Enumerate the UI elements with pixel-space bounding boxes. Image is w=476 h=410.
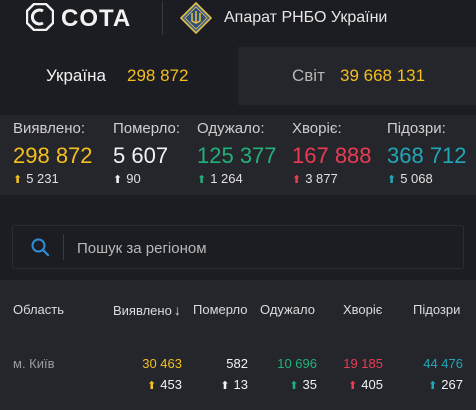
tab-world-label: Світ — [292, 66, 325, 85]
row-suspected-delta-value: 267 — [441, 377, 463, 392]
stat-label: Хворіє: — [292, 120, 342, 137]
col-header-deaths[interactable]: Померло — [193, 302, 248, 317]
stat-label: Одужало: — [197, 120, 265, 137]
arrow-up-icon: ⬆ — [387, 174, 397, 186]
col-header-region[interactable]: Область — [13, 302, 65, 317]
arrow-up-icon: ⬆ — [220, 380, 230, 392]
tab-world[interactable]: Світ 39 668 131 — [238, 47, 476, 105]
stat-delta-value: 5 068 — [400, 171, 433, 186]
col-header-recovered[interactable]: Одужало — [260, 302, 315, 317]
row-detected: 30 463 — [142, 356, 182, 371]
stats-panel: Виявлено: 298 872 ⬆ 5 231 Померло: 5 607 … — [0, 115, 476, 195]
stat-delta: ⬆ 90 — [113, 171, 141, 186]
stat-value: 5 607 — [113, 143, 169, 168]
stat-delta: ⬆ 3 877 — [292, 171, 338, 186]
brand-name[interactable]: COTA — [61, 5, 132, 32]
tab-ukraine-value: 298 872 — [127, 66, 189, 85]
row-recovered: 10 696 — [277, 356, 317, 371]
arrow-up-icon: ⬆ — [348, 380, 358, 392]
tab-ukraine[interactable]: Україна 298 872 — [0, 47, 238, 105]
row-detected-delta: ⬆ 453 — [147, 377, 182, 392]
stat-value: 125 377 — [197, 143, 277, 168]
stat-delta-value: 90 — [126, 171, 141, 186]
col-header-suspected[interactable]: Підозри — [413, 302, 461, 317]
stat-delta: ⬆ 5 068 — [387, 171, 433, 186]
stat-delta-value: 5 231 — [26, 171, 59, 186]
stat-label: Підозри: — [387, 120, 446, 137]
stat-label: Виявлено: — [13, 120, 86, 137]
stat-value: 368 712 — [387, 143, 467, 168]
org-name[interactable]: Апарат РНБО України — [224, 9, 388, 26]
region-search — [12, 225, 464, 269]
stat-value: 298 872 — [13, 143, 93, 168]
col-header-detected-label: Виявлено — [113, 303, 172, 318]
row-suspected-delta: ⬆ 267 — [428, 377, 463, 392]
stat-delta-value: 3 877 — [305, 171, 338, 186]
arrow-up-icon: ⬆ — [113, 174, 123, 186]
stat-label: Померло: — [113, 120, 181, 137]
row-recovered-delta: ⬆ 35 — [289, 377, 317, 392]
tab-world-value: 39 668 131 — [340, 66, 426, 85]
region-tabs: Україна 298 872 Світ 39 668 131 — [0, 47, 476, 105]
header-divider — [162, 1, 163, 35]
stat-delta-value: 1 264 — [210, 171, 243, 186]
rnbo-emblem-icon[interactable] — [180, 2, 212, 34]
search-divider — [63, 234, 64, 260]
row-region: м. Київ — [13, 356, 55, 371]
row-detected-delta-value: 453 — [160, 377, 182, 392]
cota-logo-icon[interactable] — [26, 3, 54, 31]
stat-delta: ⬆ 5 231 — [13, 171, 59, 186]
arrow-up-icon: ⬆ — [292, 174, 302, 186]
row-sick-delta: ⬆ 405 — [348, 377, 383, 392]
row-deaths: 582 — [226, 356, 248, 371]
row-deaths-delta: ⬆ 13 — [220, 377, 248, 392]
regions-table: Область Виявлено ↓ Померло Одужало Хворіє… — [0, 280, 476, 410]
arrow-up-icon: ⬆ — [147, 380, 157, 392]
row-sick: 19 185 — [343, 356, 383, 371]
sort-down-icon: ↓ — [173, 302, 181, 318]
col-header-sick[interactable]: Хворіє — [343, 302, 383, 317]
search-icon[interactable] — [30, 237, 50, 257]
tab-ukraine-label: Україна — [46, 66, 106, 85]
app-header: COTA Апарат РНБО України — [0, 0, 476, 36]
row-sick-delta-value: 405 — [361, 377, 383, 392]
arrow-up-icon: ⬆ — [197, 174, 207, 186]
arrow-up-icon: ⬆ — [289, 380, 299, 392]
row-deaths-delta-value: 13 — [233, 377, 248, 392]
arrow-up-icon: ⬆ — [428, 380, 438, 392]
row-recovered-delta-value: 35 — [302, 377, 317, 392]
row-suspected: 44 476 — [423, 356, 463, 371]
arrow-up-icon: ⬆ — [13, 174, 23, 186]
col-header-detected[interactable]: Виявлено ↓ — [113, 302, 181, 318]
stat-value: 167 888 — [292, 143, 372, 168]
stat-delta: ⬆ 1 264 — [197, 171, 243, 186]
search-input[interactable] — [75, 235, 449, 261]
